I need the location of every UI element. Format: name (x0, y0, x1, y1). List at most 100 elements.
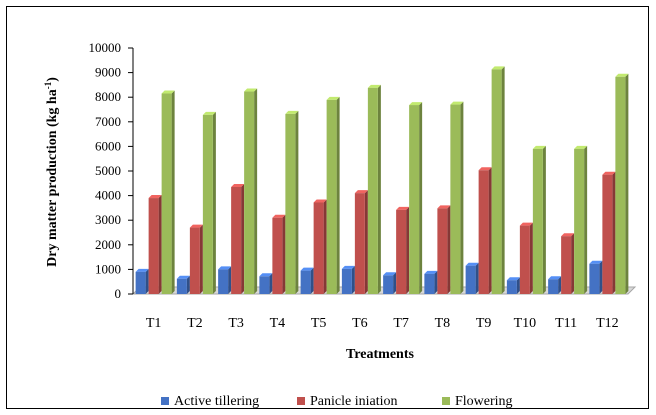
bar-side (228, 266, 232, 294)
legend-label: Active tillering (174, 394, 259, 409)
bar-panicle-iniation-t12 (602, 171, 616, 294)
bar-active-tillering-t11 (548, 276, 562, 294)
bar-side (254, 88, 258, 295)
legend-item-flowering: Flowering (442, 394, 513, 409)
bar-side (212, 111, 216, 294)
bar-top (244, 88, 258, 92)
bar-front (437, 208, 448, 294)
bar-top (354, 190, 368, 194)
bar-front (341, 268, 352, 294)
x-tick-label: T8 (435, 316, 451, 331)
bar-front (396, 209, 407, 294)
bar-top (615, 73, 629, 77)
bar-top (424, 270, 438, 274)
bar-side (406, 206, 410, 294)
x-tick-label: T7 (393, 316, 409, 331)
bar-front (244, 91, 255, 295)
bar-side (542, 145, 546, 294)
bar-top (396, 206, 410, 210)
bar-front (465, 265, 476, 294)
y-tick-label: 4000 (95, 188, 121, 203)
bar-top (491, 66, 505, 70)
bar-side (475, 262, 479, 294)
x-tick-label: T5 (311, 316, 327, 331)
bar-side (599, 260, 603, 294)
bar-side (310, 267, 314, 294)
y-tick-label: 8000 (95, 89, 121, 104)
x-tick-label: T3 (228, 316, 244, 331)
bar-front (506, 280, 517, 294)
bar-panicle-iniation-t1 (148, 195, 162, 294)
bar-top (465, 262, 479, 266)
bar-side (269, 273, 273, 294)
bar-top (589, 260, 603, 264)
bar-side (393, 272, 397, 294)
bar-side (501, 66, 505, 294)
x-tick-label: T1 (146, 316, 162, 331)
y-tick-label: 3000 (95, 212, 121, 227)
bar-side (336, 96, 340, 294)
bar-top (383, 272, 397, 276)
bar-top (341, 265, 355, 269)
bar-top (450, 101, 464, 105)
y-tick-label: 2000 (95, 237, 121, 252)
bar-flowering-t12 (615, 73, 629, 294)
x-tick-label: T9 (476, 316, 492, 331)
bar-front (300, 270, 311, 294)
bar-top (135, 268, 149, 272)
bar-flowering-t7 (409, 102, 423, 295)
bar-top (519, 222, 533, 226)
bar-front (561, 236, 572, 294)
bar-active-tillering-t8 (424, 270, 438, 294)
bar-side (516, 277, 520, 294)
bar-side (447, 205, 451, 294)
bar-front (424, 273, 435, 294)
bar-active-tillering-t2 (176, 275, 190, 294)
y-axis-title-end: ) (45, 77, 60, 82)
bar-top (409, 102, 423, 106)
y-axis-title: Dry matter production (kg ha-1) (43, 77, 60, 267)
bar-top (506, 277, 520, 281)
bar-front (326, 99, 337, 294)
legend-label: Flowering (455, 394, 513, 409)
bar-top (532, 145, 546, 149)
bar-front (548, 279, 559, 294)
bar-side (558, 276, 562, 294)
bar-top (602, 171, 616, 175)
bar-front (478, 170, 489, 294)
bar-flowering-t11 (574, 145, 588, 294)
bar-top (231, 183, 245, 187)
bar-front (532, 148, 543, 294)
bar-side (199, 224, 203, 294)
bar-top (176, 275, 190, 279)
y-axis-title-sup: -1 (43, 81, 53, 89)
y-tick-label: 9000 (95, 65, 121, 80)
bar-side (419, 102, 423, 295)
bar-front (189, 227, 200, 294)
bar-front (135, 271, 146, 294)
bar-side (488, 167, 492, 294)
bar-top (300, 267, 314, 271)
bar-front (450, 104, 461, 294)
bar-side (145, 268, 149, 294)
bar-panicle-iniation-t11 (561, 233, 575, 294)
bar-side (158, 195, 162, 294)
y-tick-label: 5000 (95, 163, 121, 178)
bar-front (354, 193, 365, 294)
bar-side (529, 222, 533, 294)
bar-flowering-t3 (244, 88, 258, 295)
y-axis-title-text: Dry matter production (kg ha (45, 89, 60, 267)
bar-flowering-t1 (161, 90, 175, 294)
bar-flowering-t9 (491, 66, 505, 294)
y-tick-label: 1000 (95, 261, 121, 276)
bar-top (313, 199, 327, 203)
bar-panicle-iniation-t6 (354, 190, 368, 294)
bar-top (272, 214, 286, 218)
bar-front (176, 278, 187, 294)
bar-side (460, 101, 464, 294)
bar-panicle-iniation-t7 (396, 206, 410, 294)
bar-side (377, 84, 381, 295)
y-tick-label: 7000 (95, 114, 121, 129)
bar-active-tillering-t6 (341, 265, 355, 294)
legend-item-panicle-iniation: Panicle iniation (297, 394, 397, 409)
